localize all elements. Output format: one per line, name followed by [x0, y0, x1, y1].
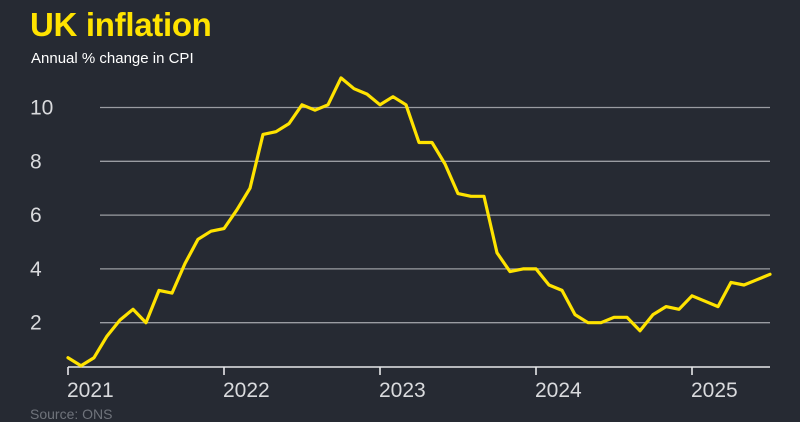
x-tick-label-2024: 2024 — [535, 379, 582, 402]
x-axis — [67, 366, 770, 375]
x-tick-label-2023: 2023 — [379, 379, 426, 402]
gridlines — [100, 106, 770, 324]
chart-title: UK inflation — [30, 6, 212, 43]
x-tick-label-2021: 2021 — [67, 379, 114, 402]
x-tick-label-2025: 2025 — [691, 379, 738, 402]
y-tick-label-2: 2 — [30, 312, 42, 335]
y-tick-label-8: 8 — [30, 150, 42, 173]
x-tick-label-2022: 2022 — [223, 379, 270, 402]
x-tick-labels: 2021 2022 2023 2024 2025 — [67, 379, 738, 402]
series-group — [66, 76, 772, 368]
y-tick-label-6: 6 — [30, 204, 42, 227]
series-line-0 — [66, 76, 772, 368]
source-note: Source: ONS — [30, 406, 113, 422]
chart-subtitle: Annual % change in CPI — [31, 50, 194, 67]
y-tick-label-4: 4 — [30, 258, 42, 281]
y-tick-labels: 2 4 6 8 10 — [30, 97, 53, 335]
y-tick-label-10: 10 — [30, 97, 53, 120]
